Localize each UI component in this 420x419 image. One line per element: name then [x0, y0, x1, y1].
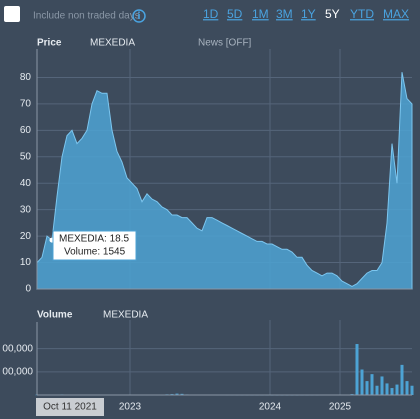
range-button[interactable]: YTD: [350, 7, 374, 21]
x-tick-label: 2025: [329, 402, 352, 413]
price-series-name: MEXEDIA: [90, 38, 135, 49]
checkbox[interactable]: [4, 6, 20, 22]
volume-bar: [360, 369, 364, 395]
range-button[interactable]: 1Y: [301, 7, 316, 21]
x-tick-label: 2024: [259, 402, 282, 413]
y-tick-label: 50: [20, 151, 32, 162]
y-tick-label: 30: [20, 204, 32, 215]
news-toggle[interactable]: News [OFF]: [198, 38, 252, 49]
volume-bar: [180, 393, 184, 395]
volume-bar: [405, 381, 409, 395]
info-icon[interactable]: [132, 9, 146, 23]
y-tick-label: 40: [20, 178, 32, 189]
y-tick-label: 0: [25, 284, 31, 295]
volume-bar: [375, 385, 379, 395]
volume-series-name: MEXEDIA: [103, 310, 148, 321]
tooltip-box: [52, 230, 137, 261]
volume-title: Volume: [37, 310, 73, 321]
y-tick-label: 60: [20, 125, 32, 136]
checkbox-label: Include non traded days: [33, 11, 140, 22]
date-label: Oct 11 2021: [43, 402, 97, 413]
volume-bar: [365, 381, 369, 395]
y-tick-label: 00,000: [2, 366, 33, 377]
volume-bar: [385, 383, 389, 395]
y-tick-label: 10: [20, 257, 32, 268]
y-tick-label: 70: [20, 99, 32, 110]
x-tick-label: 2023: [119, 402, 142, 413]
volume-bar: [370, 374, 374, 395]
range-button[interactable]: 3M: [276, 7, 293, 21]
volume-bar: [395, 384, 399, 395]
y-tick-label: 00,000: [2, 343, 33, 354]
info-icon-dot: [138, 11, 140, 14]
info-icon-bar: [138, 14, 140, 19]
date-label-box: [36, 398, 104, 416]
range-button[interactable]: 5Y: [325, 7, 340, 21]
y-tick-label: 20: [20, 231, 32, 242]
volume-bar: [355, 344, 359, 395]
tooltip-text: MEXEDIA: 18.5: [59, 234, 129, 245]
volume-bar: [175, 393, 179, 395]
range-button[interactable]: 1M: [252, 7, 269, 21]
price-title: Price: [37, 38, 62, 49]
y-tick-label: 80: [20, 72, 32, 83]
volume-bar: [400, 364, 404, 395]
volume-bar: [410, 385, 414, 395]
range-button[interactable]: 5D: [227, 7, 243, 21]
range-button[interactable]: 1D: [203, 7, 219, 21]
volume-bar: [380, 376, 384, 395]
volume-bar: [390, 388, 394, 395]
range-button[interactable]: MAX: [383, 7, 409, 21]
tooltip-text: Volume: 1545: [64, 247, 126, 258]
